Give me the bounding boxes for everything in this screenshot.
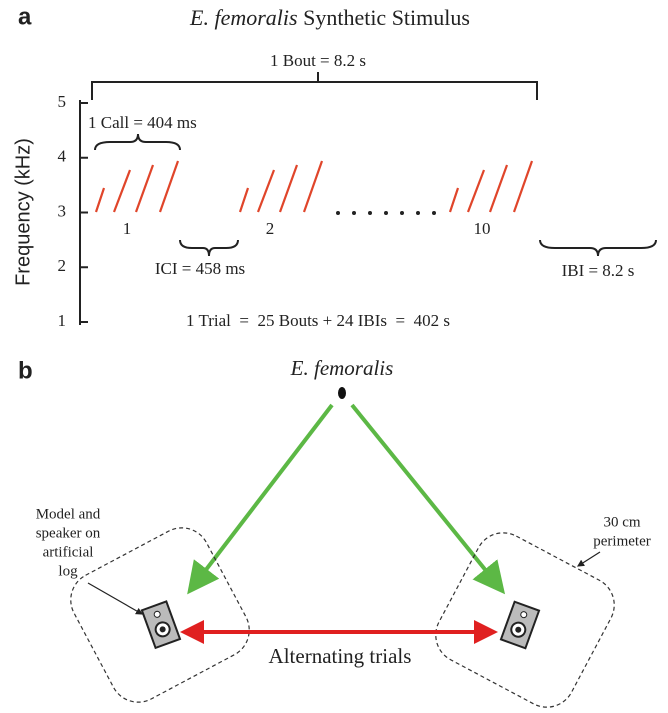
right-speaker — [499, 600, 541, 650]
arrow-label: Alternating trials — [269, 644, 412, 668]
title-rest: Synthetic Stimulus — [298, 5, 470, 30]
note-line: artificial — [43, 544, 94, 560]
trial-label: 1 Trial = 25 Bouts + 24 IBIs = 402 s — [186, 311, 450, 330]
call-group — [238, 160, 324, 213]
note-line: perimeter — [593, 533, 650, 549]
green-arrow — [350, 403, 506, 595]
note-line: log — [58, 563, 78, 579]
left-speaker — [140, 600, 182, 650]
tick-label: 1 — [58, 311, 67, 330]
left-note: Model and speaker on artificial log — [36, 506, 101, 579]
ici-brace — [179, 239, 239, 257]
tick-label: 4 — [58, 147, 67, 166]
call-brace — [94, 133, 181, 151]
note-pointer — [576, 551, 601, 567]
call-group — [448, 160, 534, 213]
note-line: 30 cm — [603, 514, 640, 530]
title-species: E. femoralis — [189, 5, 298, 30]
ibi-brace — [539, 239, 657, 257]
title: E. femoralis Synthetic Stimulus — [189, 5, 470, 30]
ibi-label: IBI = 8.2 s — [562, 261, 635, 280]
call-label: 1 Call = 404 ms — [88, 113, 197, 132]
tick-label: 5 — [58, 92, 67, 111]
frog-position — [338, 387, 346, 399]
bout-label: 1 Bout = 8.2 s — [270, 51, 366, 70]
tick-label: 2 — [58, 256, 67, 275]
right-note: 30 cm perimeter — [593, 514, 650, 549]
ellipsis-dots — [336, 211, 436, 215]
panel-label: a — [18, 3, 32, 30]
panel-label: b — [18, 357, 33, 384]
call-group — [94, 160, 180, 213]
call-number: 10 — [474, 219, 491, 238]
call-number: 2 — [266, 219, 275, 238]
green-arrow — [187, 403, 334, 595]
call-number: 1 — [123, 219, 132, 238]
note-line: speaker on — [36, 525, 101, 541]
note-pointer — [87, 582, 144, 615]
frog-label: E. femoralis — [290, 356, 394, 380]
note-line: Model and — [36, 506, 101, 522]
calls — [94, 160, 534, 213]
tick-label: 3 — [58, 201, 67, 220]
axis-label: Frequency (kHz) — [12, 138, 34, 286]
ici-label: ICI = 458 ms — [155, 259, 245, 278]
bout-bracket — [91, 72, 538, 100]
